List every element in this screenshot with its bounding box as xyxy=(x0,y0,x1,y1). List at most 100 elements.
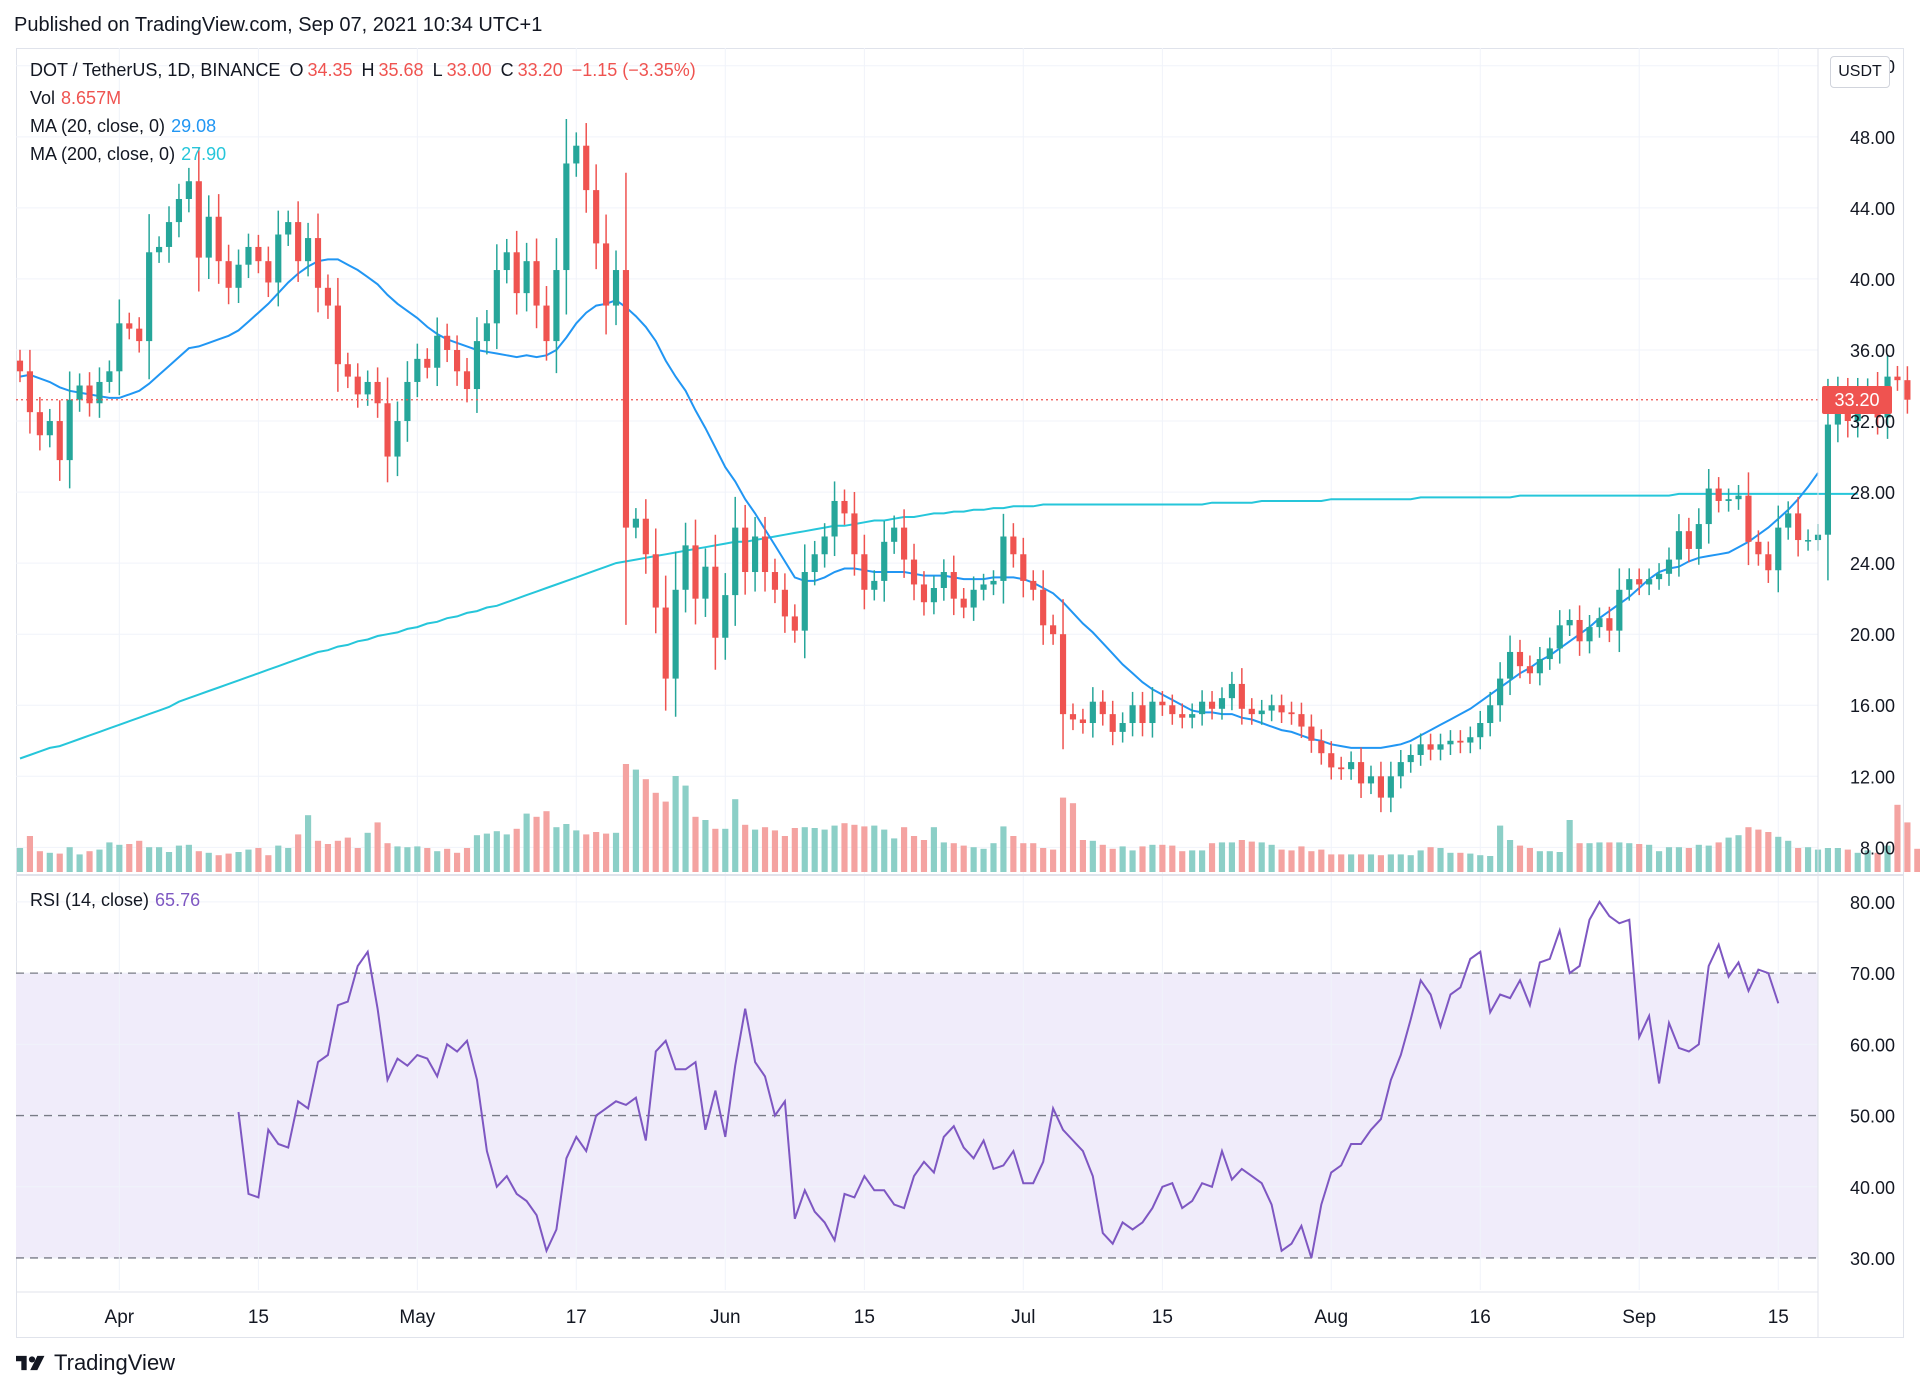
volume-bar xyxy=(1675,847,1683,872)
volume-bar xyxy=(1218,842,1226,872)
volume-bar xyxy=(781,836,788,872)
volume-bar xyxy=(573,830,580,872)
candle-body xyxy=(1149,701,1156,724)
candle-body xyxy=(1417,744,1424,755)
volume-bar xyxy=(424,848,431,872)
volume-bar xyxy=(463,848,471,872)
candle-body xyxy=(841,500,848,514)
candle-body xyxy=(275,234,282,283)
volume-bar xyxy=(1824,848,1832,872)
rsi-label: RSI (14, close) xyxy=(30,890,150,910)
volume-bar xyxy=(304,815,312,872)
volume-bar xyxy=(1328,854,1335,872)
candle-body xyxy=(235,264,242,288)
volume-bar xyxy=(1844,849,1851,872)
volume-bar xyxy=(603,833,610,872)
volume-bar xyxy=(1804,847,1812,872)
volume-bar xyxy=(1725,837,1732,872)
candle-body xyxy=(1824,424,1832,535)
candle-body xyxy=(26,371,34,413)
low-label: L xyxy=(432,60,443,80)
candle-body xyxy=(593,190,600,244)
candle-body xyxy=(672,589,679,679)
candle-body xyxy=(1010,536,1017,555)
volume-bar xyxy=(1040,848,1047,872)
candle-body xyxy=(1725,499,1732,501)
candle-body xyxy=(1785,513,1792,528)
volume-bar xyxy=(553,827,560,872)
candle-body xyxy=(1536,659,1543,674)
ma20-legend[interactable]: MA (20, close, 0) 29.08 xyxy=(30,116,216,137)
rsi-legend[interactable]: RSI (14, close) 65.76 xyxy=(30,890,200,911)
candle-body xyxy=(960,598,967,608)
volume-bar xyxy=(1119,846,1126,872)
candle-body xyxy=(1228,683,1235,699)
ma20-value: 29.08 xyxy=(171,116,217,136)
volume-bar xyxy=(1089,840,1096,872)
time-tick-label: 15 xyxy=(1768,1307,1789,1328)
candle-body xyxy=(1546,648,1553,660)
candle-body xyxy=(1208,701,1216,709)
candle-body xyxy=(404,381,411,422)
candle-body xyxy=(304,238,312,262)
tradingview-brand[interactable]: TradingView xyxy=(16,1350,175,1376)
candle-body xyxy=(1308,726,1315,741)
volume-bar xyxy=(1685,848,1692,872)
volume-legend[interactable]: Vol 8.657M xyxy=(30,88,121,109)
candle-body xyxy=(1516,651,1524,667)
volume-bar xyxy=(1914,848,1920,872)
candle-body xyxy=(1894,376,1901,381)
volume-bar xyxy=(56,853,63,872)
volume-bar xyxy=(1874,852,1881,872)
candle-body xyxy=(642,518,649,555)
candle-body xyxy=(1596,618,1603,628)
candle-body xyxy=(1109,714,1116,732)
volume-bar xyxy=(1566,820,1573,872)
candle-body xyxy=(374,381,381,404)
candle-body xyxy=(712,566,719,638)
candle-body xyxy=(106,371,113,382)
candle-body xyxy=(434,335,441,368)
volume-bar xyxy=(1437,848,1444,872)
volume-bar xyxy=(205,852,212,872)
volume-bar xyxy=(1079,840,1086,872)
volume-bar xyxy=(1497,825,1504,872)
volume-bar xyxy=(1179,851,1186,872)
volume-bar xyxy=(1506,840,1514,872)
volume-bar xyxy=(563,824,570,872)
volume-bar xyxy=(1884,845,1891,872)
volume-bar xyxy=(1626,843,1633,872)
candle-body xyxy=(1526,666,1534,674)
price-tick-label: 28.00 xyxy=(1850,483,1895,503)
axis-labels: 8.00 12.00 16.00 20.00 24.00 28.00 32.00 36.00 4… xyxy=(105,57,1895,1328)
volume-bar xyxy=(106,842,113,872)
time-tick-label: 16 xyxy=(1470,1307,1491,1328)
time-tick-label: 15 xyxy=(248,1307,269,1328)
volume-bar xyxy=(1348,854,1355,872)
volume-bar xyxy=(16,848,24,872)
volume-bar xyxy=(324,844,332,872)
volume-bar xyxy=(513,828,520,872)
ma200-legend[interactable]: MA (200, close, 0) 27.90 xyxy=(30,144,226,165)
price-tick-label: 8.00 xyxy=(1860,838,1895,858)
candle-body xyxy=(742,527,749,573)
price-tick-label: 12.00 xyxy=(1850,767,1895,787)
chart-frame[interactable] xyxy=(16,48,1904,1338)
volume-bar xyxy=(990,843,997,872)
volume-bar xyxy=(1457,852,1464,872)
volume-bar xyxy=(920,840,928,872)
grid-lines xyxy=(16,48,1818,1290)
symbol-name[interactable]: DOT / TetherUS, 1D, BINANCE xyxy=(30,60,281,80)
candle-body xyxy=(771,572,779,590)
candle-body xyxy=(394,421,401,457)
volume-bar xyxy=(175,845,183,872)
currency-button[interactable]: USDT xyxy=(1830,56,1890,88)
symbol-legend[interactable]: DOT / TetherUS, 1D, BINANCE O 34.35 H 35.6… xyxy=(30,60,700,81)
candle-body xyxy=(1477,723,1484,738)
time-tick-label: Jun xyxy=(710,1307,741,1328)
volume-bar xyxy=(533,816,540,872)
volume-bar xyxy=(165,852,173,872)
volume-bar xyxy=(1298,846,1305,872)
candle-body xyxy=(1268,705,1275,711)
